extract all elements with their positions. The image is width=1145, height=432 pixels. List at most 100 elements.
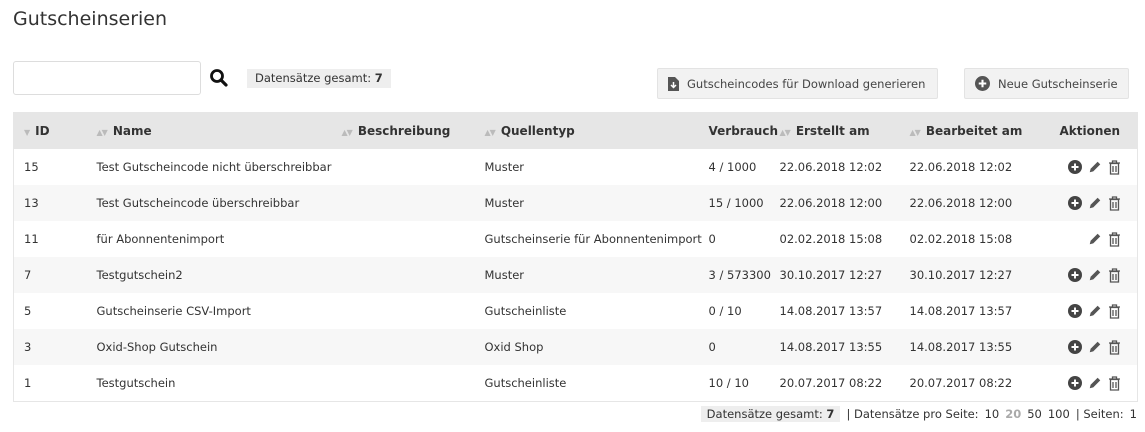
cell-usage: 0 / 10 [708, 304, 742, 318]
cell-actions [1045, 185, 1138, 221]
cell-description [336, 149, 479, 185]
column-label: Erstellt am [795, 124, 870, 138]
footer-total-count: 7 [826, 407, 835, 421]
pencil-icon[interactable] [1088, 160, 1102, 174]
column-label: Name [112, 124, 152, 138]
trash-icon[interactable] [1108, 375, 1121, 391]
cell-actions [1046, 221, 1138, 257]
cell-usage: 0 [702, 329, 774, 365]
trash-icon[interactable] [1108, 339, 1121, 355]
records-total-count: 7 [374, 71, 383, 85]
plus-circle-icon[interactable] [1067, 160, 1082, 174]
generate-codes-label: Gutscheincodes für Download generieren [687, 76, 926, 91]
cell-edited: 22.06.2018 12:00 [903, 185, 1046, 221]
plus-circle-icon [975, 76, 990, 91]
column-created[interactable]: ▲▼ Erstellt am [773, 112, 904, 149]
cell-name: für Abonnentenimport [96, 232, 225, 246]
column-name[interactable]: ▲▼ Name [90, 112, 336, 149]
cell-created: 14.08.2017 13:57 [779, 304, 883, 318]
pencil-icon[interactable] [1088, 340, 1102, 354]
pencil-icon[interactable] [1088, 268, 1102, 282]
column-description[interactable]: ▲▼ Beschreibung [335, 112, 479, 149]
per-page-100[interactable]: 100 [1047, 407, 1070, 421]
column-label: Beschreibung [357, 124, 451, 138]
generate-codes-button[interactable]: Gutscheincodes für Download generieren [657, 68, 938, 99]
cell-name: Test Gutscheincode nicht überschreibbar [96, 160, 332, 174]
cell-usage: 4 / 1000 [708, 160, 757, 174]
cell-source-type: Oxid Shop [478, 329, 703, 365]
cell-source-type: Muster [484, 160, 525, 174]
plus-circle-icon[interactable] [1067, 268, 1082, 282]
plus-circle-icon[interactable] [1067, 340, 1082, 354]
column-source-type[interactable]: ▲▼ Quellentyp [478, 112, 703, 149]
records-total: Datensätze gesamt: 7 [247, 69, 391, 88]
cell-usage: 3 / 573300 [702, 257, 774, 293]
cell-name: Gutscheinserie CSV-Import [96, 304, 251, 318]
column-usage: Verbrauch [702, 112, 778, 149]
pencil-icon[interactable] [1088, 376, 1102, 390]
column-label: Verbrauch [708, 124, 779, 138]
footer-total: Datensätze gesamt: 7 [700, 406, 841, 422]
trash-icon[interactable] [1108, 159, 1121, 175]
cell-edited: 14.08.2017 13:55 [903, 329, 1046, 365]
table-row[interactable]: 11 für Abonnentenimport Gutscheinserie für… [14, 221, 1138, 257]
pencil-icon[interactable] [1088, 196, 1102, 210]
cell-id: 5 [24, 304, 32, 318]
table-row[interactable]: 13 Test Gutscheincode überschreibbar Muste… [13, 185, 1138, 221]
trash-icon[interactable] [1108, 303, 1121, 319]
plus-circle-icon[interactable] [1067, 304, 1082, 318]
pencil-icon[interactable] [1088, 304, 1102, 318]
cell-source-type: Muster [478, 185, 703, 221]
cell-source-type: Gutscheinserie für Abonnentenimport [484, 232, 702, 246]
per-page-50[interactable]: 50 [1027, 407, 1042, 421]
search-icon[interactable] [209, 68, 229, 88]
pencil-icon[interactable] [1088, 232, 1102, 246]
page-1[interactable]: 1 [1129, 407, 1137, 421]
table-row[interactable]: 3 Oxid-Shop Gutschein Oxid Shop 0 14.08.2017… [13, 329, 1138, 365]
cell-actions [1046, 293, 1138, 329]
cell-description [335, 329, 479, 365]
cell-name: Test Gutscheincode überschreibbar [90, 185, 336, 221]
plus-circle-icon[interactable] [1067, 196, 1082, 210]
cell-id: 1 [24, 376, 32, 390]
column-label: Aktionen [1059, 124, 1121, 138]
trash-icon[interactable] [1108, 231, 1121, 247]
cell-description [335, 257, 479, 293]
trash-icon[interactable] [1108, 267, 1121, 283]
per-page-10[interactable]: 10 [984, 407, 1000, 421]
cell-created: 30.10.2017 12:27 [773, 257, 904, 293]
cell-actions [1046, 149, 1138, 185]
cell-usage: 10 / 10 [708, 376, 749, 390]
table-row[interactable]: 15 Test Gutscheincode nicht überschreibba… [14, 149, 1138, 185]
cell-name: Testgutschein2 [90, 257, 336, 293]
cell-id: 11 [24, 232, 39, 246]
column-label: Bearbeitet am [925, 124, 1023, 138]
records-total-label: Datensätze gesamt: [255, 71, 372, 85]
cell-id: 15 [24, 160, 39, 174]
column-edited[interactable]: ▲▼ Bearbeitet am [903, 112, 1046, 149]
new-voucher-series-button[interactable]: Neue Gutscheinserie [964, 68, 1129, 99]
trash-icon[interactable] [1108, 195, 1121, 211]
cell-source-type: Gutscheinliste [484, 304, 567, 318]
table-row[interactable]: 7 Testgutschein2 Muster 3 / 573300 30.10.201… [13, 257, 1138, 293]
plus-circle-icon[interactable] [1067, 376, 1082, 390]
search-input[interactable] [13, 61, 201, 95]
cell-description [336, 365, 479, 402]
cell-created: 14.08.2017 13:55 [773, 329, 904, 365]
cell-name: Testgutschein [96, 376, 176, 390]
cell-usage: 15 / 1000 [702, 185, 774, 221]
footer-total-label: Datensätze gesamt: [706, 407, 823, 421]
cell-edited: 14.08.2017 13:57 [909, 304, 1013, 318]
cell-edited: 30.10.2017 12:27 [903, 257, 1046, 293]
cell-name: Oxid-Shop Gutschein [90, 329, 336, 365]
file-download-icon [668, 76, 679, 91]
table-row[interactable]: 1 Testgutschein Gutscheinliste 10 / 10 20.07… [14, 365, 1138, 402]
cell-edited: 20.07.2017 08:22 [909, 376, 1013, 390]
column-label: ID [35, 124, 50, 138]
column-id[interactable]: ▼ ID [13, 112, 91, 149]
cell-edited: 02.02.2018 15:08 [909, 232, 1013, 246]
table-row[interactable]: 5 Gutscheinserie CSV-Import Gutscheinliste… [14, 293, 1138, 329]
per-page-20[interactable]: 20 [1005, 407, 1022, 421]
cell-description [336, 293, 479, 329]
voucher-series-table: ▼ ID ▲▼ Name ▲▼ Beschreibung ▲▼ Quellentyp V… [13, 112, 1138, 402]
